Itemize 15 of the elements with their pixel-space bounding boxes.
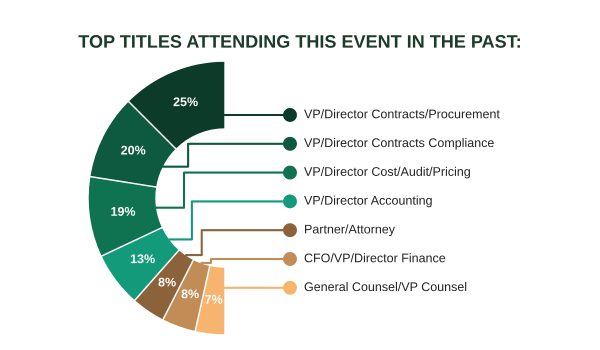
data-label: 13% (130, 254, 155, 264)
legend-label: Partner/Attorney (305, 224, 395, 236)
legend-label: VP/Director Contracts Compliance (304, 138, 494, 150)
data-label: 7% (205, 294, 222, 304)
legend-label: VP/Director Cost/Audit/Pricing (304, 166, 470, 178)
data-label: 25% (174, 97, 198, 106)
data-label: 20% (121, 146, 146, 155)
data-label: 8% (158, 278, 176, 287)
legend-label: CFO/VP/Director Finance (304, 253, 446, 262)
data-label: 8% (181, 289, 199, 298)
data-label: 19% (111, 207, 136, 216)
legend-label: General Counsel/VP Counsel (304, 282, 466, 292)
legend-label: VP/Director Contracts/Procurement (304, 109, 500, 118)
chart-title: TOP TITLES ATTENDING THIS EVENT IN THE PAST: (78, 35, 520, 48)
legend-label: VP/Director Accounting (304, 196, 432, 208)
